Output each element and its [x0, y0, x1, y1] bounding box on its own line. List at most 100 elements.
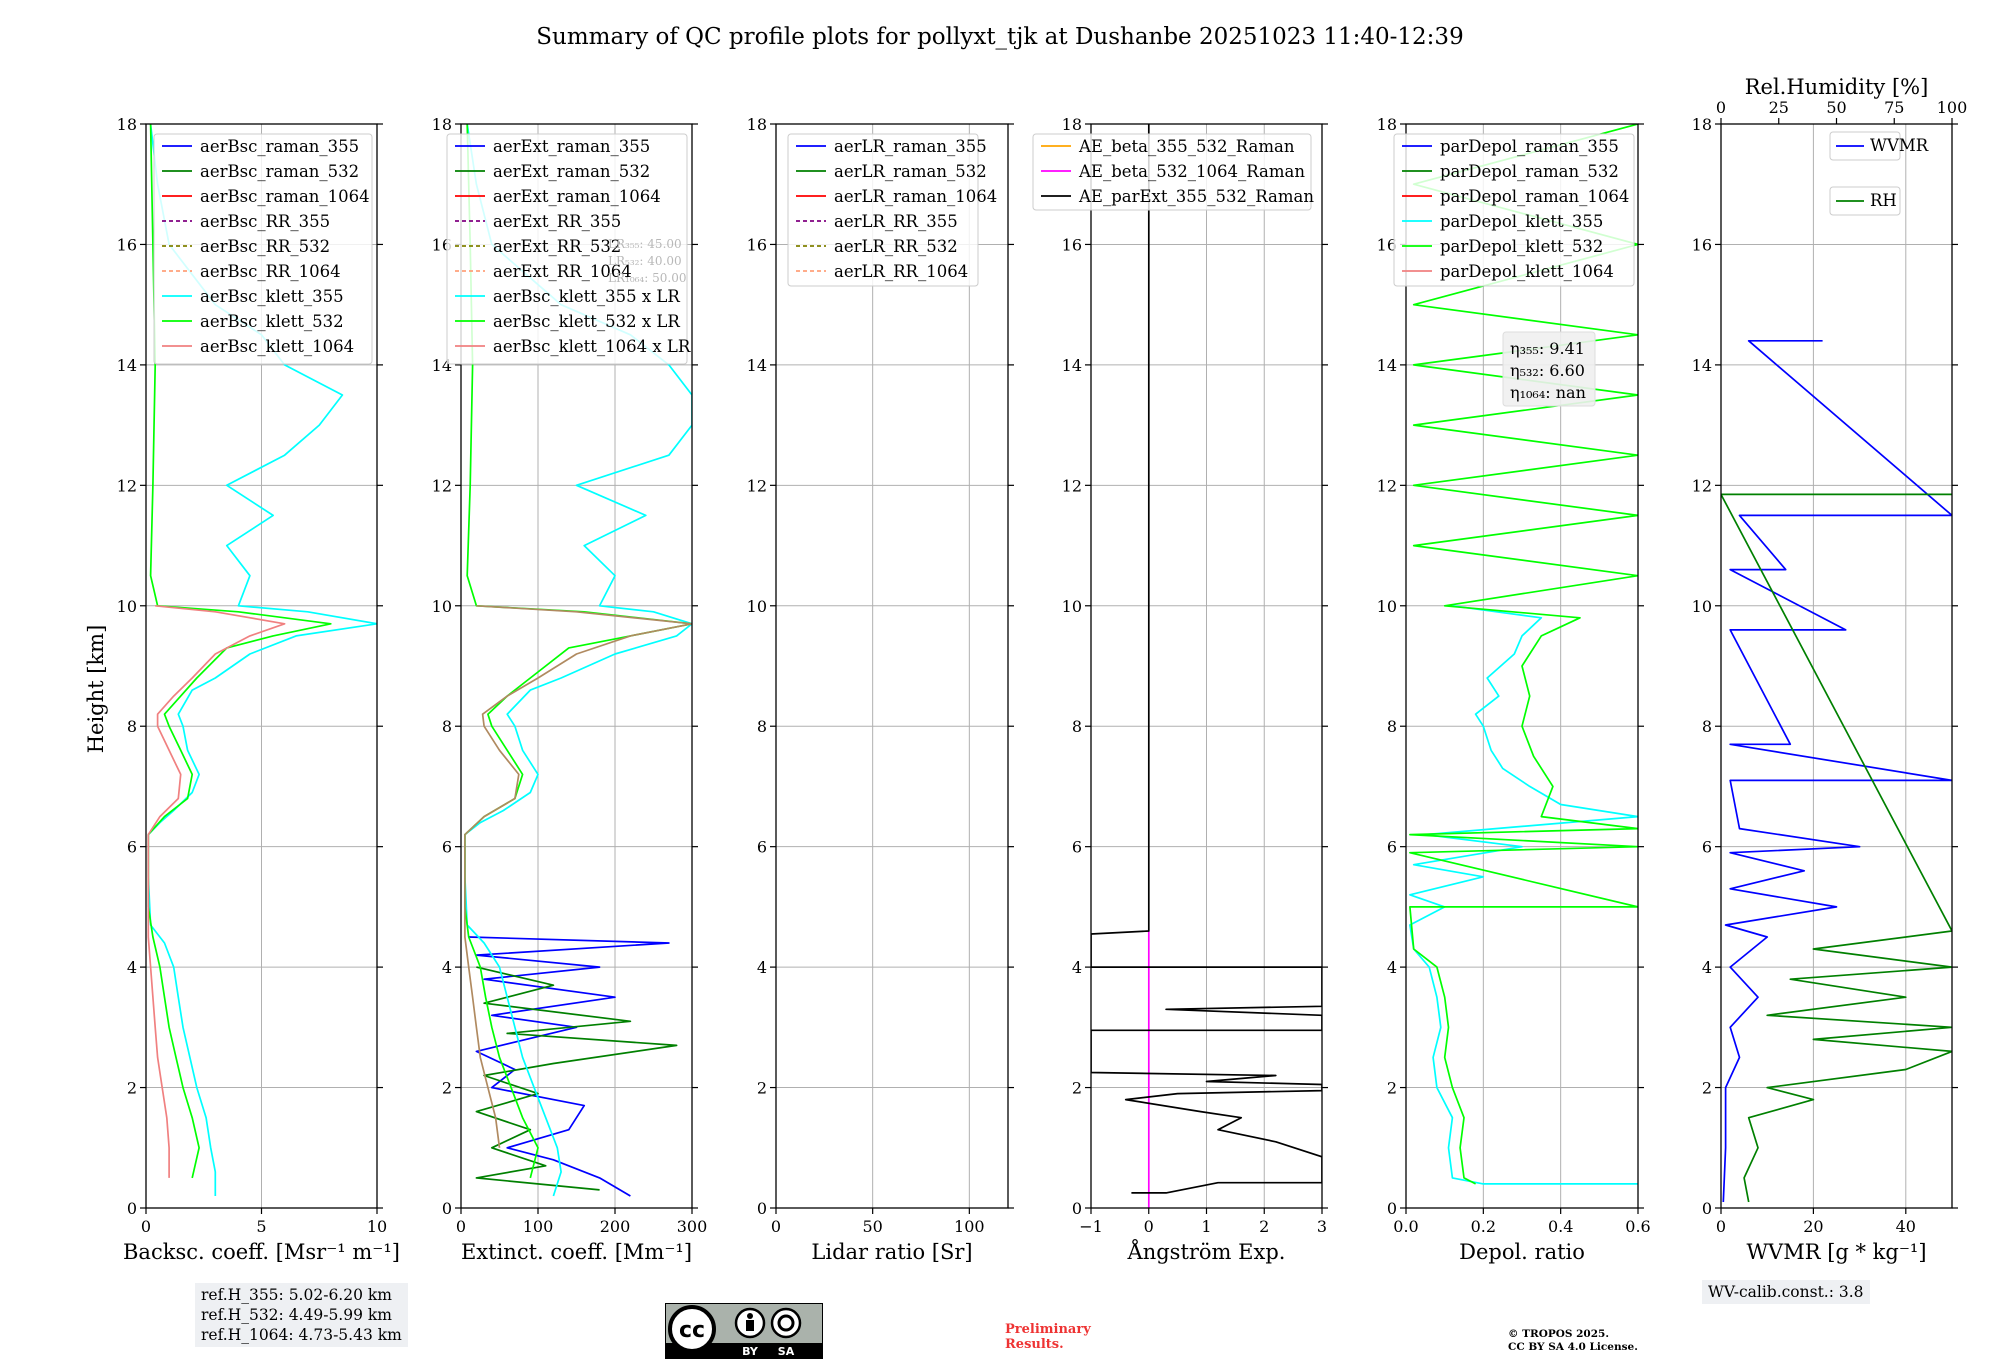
ytick-label-14: 14	[1692, 356, 1712, 375]
legend-entry-parDepol_raman_1064: parDepol_raman_1064	[1440, 187, 1629, 206]
ref-h-355: ref.H_355: 5.02-6.20 km	[201, 1286, 392, 1304]
ytick-label-6: 6	[442, 838, 452, 857]
legend-entry-parDepol_raman_532: parDepol_raman_532	[1440, 162, 1619, 181]
xlabel-lidar_ratio: Lidar ratio [Sr]	[811, 1240, 972, 1264]
series-aerBsc_klett_355 x LR	[464, 124, 692, 1197]
ytick-label-4: 4	[442, 958, 452, 977]
ytick-label-2: 2	[1072, 1079, 1082, 1098]
xtick-label-300: 300	[677, 1217, 708, 1236]
wv-calib-box: WV-calib.const.: 3.8	[1702, 1280, 1870, 1304]
prelim-line-2: Results.	[1005, 1337, 1064, 1352]
top-xtick-label-75: 75	[1884, 98, 1904, 117]
ytick-label-12: 12	[747, 476, 767, 495]
ytick-label-12: 12	[432, 476, 452, 495]
tropos-copyright: © TROPOS 2025. CC BY SA 4.0 License.	[1508, 1328, 1638, 1354]
frame-extinction	[460, 123, 693, 1209]
series-aerExt_raman_355	[468, 936, 670, 1197]
lr-label-1: LR₅₃₂: 40.00	[608, 254, 682, 268]
series-aerBsc_klett_1064 x LR	[464, 604, 692, 1148]
xlabel-angstrom: Ångström Exp.	[1127, 1239, 1286, 1264]
figure-title: Summary of QC profile plots for pollyxt_…	[536, 24, 1463, 50]
xtick-label-0: 0.0	[1393, 1217, 1418, 1236]
ytick-label-12: 12	[1377, 476, 1397, 495]
ytick-label-4: 4	[1702, 958, 1712, 977]
eta-label-2: η₁₀₆₄: nan	[1510, 383, 1586, 402]
xtick-label-0: 0	[141, 1217, 151, 1236]
ytick-label-4: 4	[127, 958, 137, 977]
ytick-label-4: 4	[1072, 958, 1082, 977]
tropos-line-1: © TROPOS 2025.	[1508, 1328, 1610, 1340]
legend-entry-AE_beta_355_532_Raman: AE_beta_355_532_Raman	[1078, 137, 1295, 156]
ytick-label-12: 12	[1062, 476, 1082, 495]
ytick-label-0: 0	[1387, 1199, 1397, 1218]
legend-entry-AE_beta_532_1064_Raman: AE_beta_532_1064_Raman	[1078, 162, 1305, 181]
legend-box-depol	[1393, 133, 1635, 287]
legend-entry-parDepol_raman_355: parDepol_raman_355	[1440, 137, 1619, 156]
panel-lidar_ratio: 0 2 4 6 8 10 12 14 16 18 0 50 100 Lidar ratio [Sr] aer…	[747, 115, 1014, 1264]
xtick-label-0: 0	[1716, 1217, 1726, 1236]
panel-depol: 0 2 4 6 8 10 12 14 16 18 0.0 0.2 0.4 0.6 Depol. ratio p…	[1377, 115, 1651, 1264]
sa-icon	[770, 1307, 802, 1339]
xtick-label-100: 100	[954, 1217, 985, 1236]
preliminary-note: Preliminary Results.	[1005, 1322, 1091, 1352]
legend-entry-aerBsc_klett_1064 x LR: aerBsc_klett_1064 x LR	[493, 337, 691, 356]
legend-entry-aerLR_RR_1064: aerLR_RR_1064	[834, 262, 968, 281]
lr-label-2: LR₁₀₆₄: 50.00	[608, 271, 686, 285]
legend-box-backscatter	[153, 133, 373, 365]
ytick-label-16: 16	[1377, 235, 1397, 254]
prelim-line-1: Preliminary	[1005, 1322, 1091, 1337]
legend-box-lidar_ratio	[787, 133, 979, 287]
legend-entry-aerBsc_RR_355: aerBsc_RR_355	[200, 212, 330, 231]
eta-label-0: η₃₅₅: 9.41	[1510, 339, 1585, 358]
ytick-label-18: 18	[117, 115, 137, 134]
ytick-label-6: 6	[757, 838, 767, 857]
legend-entry-aerLR_raman_355: aerLR_raman_355	[834, 137, 987, 156]
cc-sa-label: SA	[778, 1345, 795, 1358]
legend-entry-aerBsc_klett_1064: aerBsc_klett_1064	[200, 337, 354, 356]
ytick-label-10: 10	[117, 597, 137, 616]
top-xtick-label-25: 25	[1769, 98, 1789, 117]
legend-entry-parDepol_klett_1064: parDepol_klett_1064	[1440, 262, 1614, 281]
xtick-label-0: 0	[1144, 1217, 1154, 1236]
legend-entry-aerBsc_klett_532: aerBsc_klett_532	[200, 312, 344, 331]
ytick-label-0: 0	[442, 1199, 452, 1218]
legend-entry-aerLR_RR_355: aerLR_RR_355	[834, 212, 958, 231]
ytick-label-18: 18	[1062, 115, 1082, 134]
top-xtick-label-100: 100	[1937, 98, 1968, 117]
ref-height-box: ref.H_355: 5.02-6.20 km ref.H_532: 4.49-…	[195, 1283, 408, 1347]
ytick-label-6: 6	[127, 838, 137, 857]
ytick-label-18: 18	[747, 115, 767, 134]
ytick-label-10: 10	[1062, 597, 1082, 616]
ytick-label-10: 10	[1377, 597, 1397, 616]
xtick-label-1: 1	[1201, 1217, 1211, 1236]
xlabel-extinction: Extinct. coeff. [Mm⁻¹]	[461, 1240, 692, 1264]
legend-box-WVMR	[1829, 131, 1901, 161]
xlabel-depol: Depol. ratio	[1459, 1240, 1585, 1264]
ytick-label-14: 14	[747, 356, 767, 375]
top-xtick-label-0: 0	[1716, 98, 1726, 117]
ytick-label-16: 16	[1062, 235, 1082, 254]
ytick-label-18: 18	[1692, 115, 1712, 134]
xlabel-wvmr: WVMR [g * kg⁻¹]	[1746, 1240, 1926, 1264]
series-parDepol_klett_532	[1409, 124, 1638, 1185]
ytick-label-2: 2	[1387, 1079, 1397, 1098]
legend-entry-aerExt_RR_532: aerExt_RR_532	[493, 237, 621, 256]
series-parDepol_klett_355	[1409, 604, 1638, 1185]
xtick-label-50: 50	[862, 1217, 882, 1236]
eta-label-1: η₅₃₂: 6.60	[1510, 361, 1585, 380]
legend-box-angstrom	[1032, 133, 1312, 211]
series-RH	[1721, 493, 1952, 1203]
legend-entry-aerLR_raman_1064: aerLR_raman_1064	[834, 187, 997, 206]
eta-box	[1502, 331, 1596, 407]
ytick-label-8: 8	[1387, 717, 1397, 736]
frame-lidar_ratio	[775, 123, 1009, 1209]
wv-calib-text: WV-calib.const.: 3.8	[1708, 1283, 1864, 1301]
legend-entry-aerBsc_raman_532: aerBsc_raman_532	[200, 162, 359, 181]
xtick-label-0.2: 0.2	[1471, 1217, 1496, 1236]
y-axis-label: Height [km]	[84, 625, 108, 754]
